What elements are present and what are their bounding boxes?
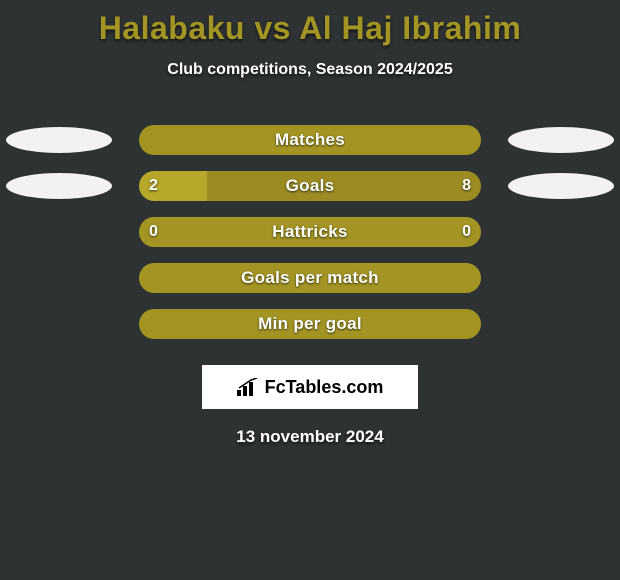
stat-label: Hattricks	[139, 217, 481, 247]
stat-row: Min per goal	[0, 301, 620, 347]
stat-label: Min per goal	[139, 309, 481, 339]
page-subtitle: Club competitions, Season 2024/2025	[0, 61, 620, 79]
stat-row: Matches	[0, 117, 620, 163]
stats-rows: Matches 28Goals 00Hattricks Goals per match…	[0, 117, 620, 347]
stat-label: Goals per match	[139, 263, 481, 293]
chart-icon	[237, 378, 259, 396]
date-text: 13 november 2024	[0, 427, 620, 447]
stat-row: 00Hattricks	[0, 209, 620, 255]
logo: FcTables.com	[237, 377, 384, 398]
page-title: Halabaku vs Al Haj Ibrahim	[0, 0, 620, 47]
stat-bar: Matches	[139, 125, 481, 155]
player-badge-right	[508, 173, 614, 199]
stat-label: Matches	[139, 125, 481, 155]
player-badge-right	[508, 127, 614, 153]
stat-row: 28Goals	[0, 163, 620, 209]
stat-row: Goals per match	[0, 255, 620, 301]
stat-bar: 00Hattricks	[139, 217, 481, 247]
player-badge-left	[6, 127, 112, 153]
stat-bar: Min per goal	[139, 309, 481, 339]
stat-bar: Goals per match	[139, 263, 481, 293]
stat-bar: 28Goals	[139, 171, 481, 201]
player-badge-left	[6, 173, 112, 199]
stat-label: Goals	[139, 171, 481, 201]
logo-text: FcTables.com	[265, 377, 384, 398]
logo-box: FcTables.com	[202, 365, 418, 409]
